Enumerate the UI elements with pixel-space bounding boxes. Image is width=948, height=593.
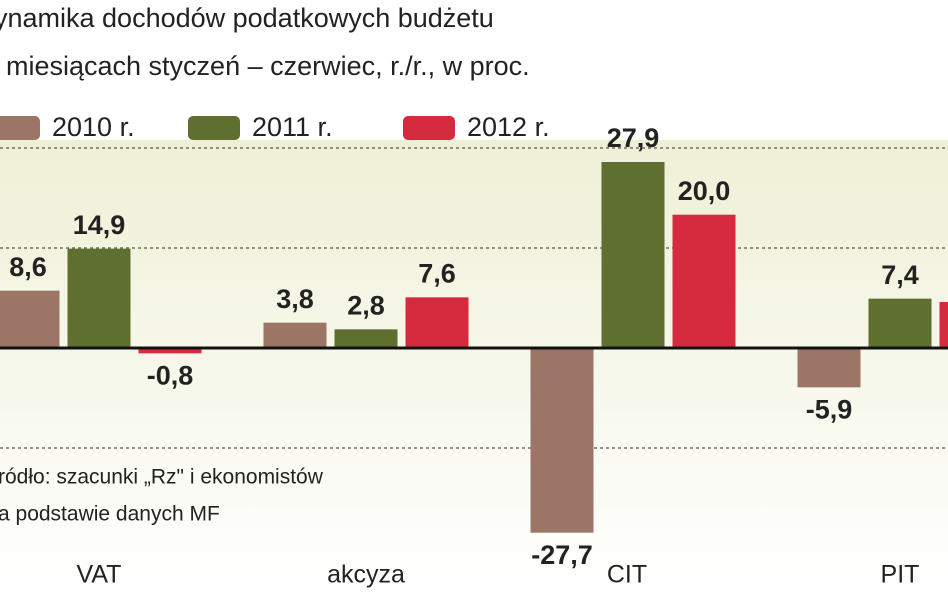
legend-swatch <box>188 116 240 140</box>
bar <box>263 322 327 348</box>
bar <box>797 348 861 388</box>
bar <box>0 290 60 348</box>
legend-swatch <box>403 116 455 140</box>
value-label: -27,7 <box>531 540 593 570</box>
value-label: 7,4 <box>881 260 919 290</box>
bar <box>334 329 398 348</box>
x-tick-label: CIT <box>607 561 647 589</box>
x-tick-label: VAT <box>77 561 122 589</box>
bar <box>601 162 665 348</box>
bar <box>530 348 594 533</box>
bar <box>868 298 932 348</box>
plot-background <box>0 140 948 593</box>
legend-label: 2010 r. <box>52 112 135 142</box>
bar <box>138 348 202 354</box>
value-label: 14,9 <box>73 210 126 240</box>
source: ródło: szacunki „Rz" i ekonomistów <box>0 466 324 489</box>
value-label: 7,6 <box>418 258 456 288</box>
bar <box>939 302 948 348</box>
legend-label: 2012 r. <box>467 112 550 142</box>
chart-subtitle: miesiącach styczeń – czerwiec, r./r., w … <box>6 51 530 81</box>
value-label: 2,8 <box>347 290 385 320</box>
value-label: 27,9 <box>607 123 660 153</box>
value-label: -5,9 <box>806 394 853 424</box>
bar <box>67 248 131 348</box>
legend-swatch <box>0 116 40 140</box>
x-tick-label: PIT <box>881 561 920 589</box>
bar <box>405 297 469 348</box>
value-label: 8,6 <box>9 252 47 282</box>
chart-title: ynamika dochodów podatkowych budżetu <box>0 3 494 33</box>
legend-label: 2011 r. <box>252 112 333 142</box>
bar <box>672 214 736 348</box>
source: a podstawie danych MF <box>0 503 220 526</box>
value-label: -0,8 <box>147 360 194 390</box>
value-label: 3,8 <box>276 284 314 314</box>
value-label: 20,0 <box>678 176 731 206</box>
x-tick-label: akcyza <box>327 561 405 589</box>
